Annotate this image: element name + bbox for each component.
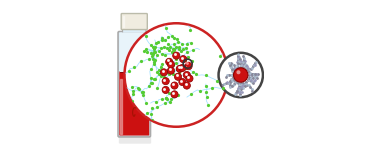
Circle shape xyxy=(162,86,169,94)
Circle shape xyxy=(183,82,191,89)
Circle shape xyxy=(186,75,193,82)
FancyBboxPatch shape xyxy=(122,27,146,33)
FancyBboxPatch shape xyxy=(118,32,150,137)
FancyBboxPatch shape xyxy=(121,14,147,30)
Circle shape xyxy=(160,69,167,76)
Circle shape xyxy=(167,67,175,74)
Circle shape xyxy=(174,73,181,80)
Circle shape xyxy=(124,23,228,127)
Circle shape xyxy=(179,78,186,86)
Circle shape xyxy=(167,61,175,68)
Circle shape xyxy=(218,53,263,97)
Circle shape xyxy=(183,71,191,79)
Circle shape xyxy=(176,65,183,72)
FancyBboxPatch shape xyxy=(119,71,149,136)
Circle shape xyxy=(185,63,192,70)
Circle shape xyxy=(166,58,173,65)
Circle shape xyxy=(171,82,178,89)
Circle shape xyxy=(180,56,187,63)
FancyBboxPatch shape xyxy=(119,32,149,72)
Circle shape xyxy=(173,52,180,59)
Circle shape xyxy=(234,68,248,82)
Circle shape xyxy=(162,78,169,85)
Circle shape xyxy=(171,91,178,98)
FancyBboxPatch shape xyxy=(119,33,151,144)
Circle shape xyxy=(179,64,186,72)
Circle shape xyxy=(236,70,240,74)
